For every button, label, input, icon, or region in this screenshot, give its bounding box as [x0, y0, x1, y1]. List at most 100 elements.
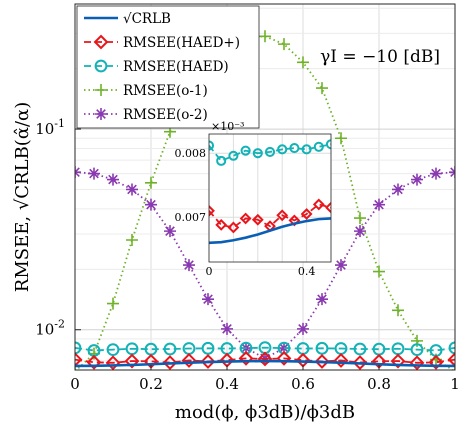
data-point-diamond: [215, 218, 228, 231]
data-point-circle: [410, 343, 424, 357]
series-line: [75, 346, 455, 352]
data-point-circle: [301, 144, 312, 155]
data-point-circle: [163, 342, 177, 356]
data-point-diamond: [312, 198, 325, 211]
data-point-asterisk: [430, 167, 442, 180]
data-point-plus: [392, 304, 404, 317]
y-tick-label: 10-1: [35, 117, 65, 138]
data-point-asterisk: [164, 225, 176, 238]
data-point-asterisk: [411, 173, 423, 186]
data-point-circle: [106, 343, 120, 357]
data-point-diamond: [239, 212, 252, 225]
data-point-diamond: [227, 221, 240, 234]
data-point-asterisk: [335, 259, 347, 272]
data-point-plus: [278, 38, 290, 51]
data-point-asterisk: [95, 108, 107, 120]
data-point-circle: [277, 144, 288, 155]
series-line: [209, 217, 331, 245]
data-point-asterisk: [297, 322, 309, 335]
x-axis-label: mod(ϕ, ϕ3dB)/ϕ3dB: [175, 402, 355, 423]
data-point-diamond: [251, 213, 264, 226]
data-point-diamond: [75, 352, 83, 367]
legend-box: [76, 5, 260, 129]
x-tick-label: 0.2: [139, 375, 163, 393]
data-point-diamond: [352, 355, 368, 370]
data-point-asterisk: [221, 322, 233, 335]
data-point-plus: [107, 297, 119, 310]
x-tick-label: 0.4: [215, 375, 239, 393]
data-point-asterisk: [88, 167, 100, 180]
data-point-asterisk: [316, 293, 328, 306]
data-point-diamond: [86, 354, 102, 370]
x-tick-label: 0.6: [291, 375, 315, 393]
series-√CRLB: [209, 217, 331, 245]
data-point-circle: [201, 341, 215, 355]
data-point-plus: [373, 265, 385, 278]
data-point-diamond: [300, 208, 313, 220]
legend-label: RMSEE(o-1): [123, 83, 208, 99]
data-point-asterisk: [354, 225, 366, 238]
data-point-asterisk: [202, 293, 214, 306]
data-point-circle: [289, 143, 300, 154]
x-tick-label: 0.8: [367, 375, 391, 393]
data-point-circle: [252, 148, 263, 159]
data-point-diamond: [181, 353, 197, 368]
data-point-plus: [126, 234, 138, 247]
legend-label: √CRLB: [123, 11, 171, 27]
data-point-asterisk: [145, 198, 157, 211]
legend: √CRLB RMSEE(HAED+) RMSEE(HAED) RMSEE(o-1) RM…: [76, 5, 260, 129]
series-RMSEE(HAED): [209, 139, 331, 166]
data-point-circle: [240, 145, 251, 156]
data-point-diamond: [276, 350, 292, 366]
data-point-diamond: [105, 355, 121, 370]
data-point-circle: [94, 59, 108, 73]
data-point-diamond: [124, 353, 140, 369]
data-point-diamond: [333, 353, 349, 368]
axes-box: [74, 3, 456, 371]
legend-label: RMSEE(o-2): [123, 107, 208, 123]
legend-item: RMSEE(o-2): [84, 107, 208, 123]
annotation-gamma: γI = −10 [dB]: [320, 47, 440, 67]
data-point-diamond: [409, 355, 425, 370]
data-point-circle: [325, 139, 331, 150]
legend-item: RMSEE(HAED): [84, 59, 229, 75]
data-point-diamond: [276, 209, 289, 222]
inset-y-tick-label: 0.008: [175, 147, 207, 160]
data-point-asterisk: [183, 259, 195, 272]
legend-item: √CRLB: [84, 11, 171, 27]
inset: 0.007 0.008 0 0.4 ×10⁻³: [175, 120, 332, 278]
series-line: [75, 357, 455, 364]
data-point-plus: [354, 212, 366, 225]
x-tick-label: 1: [450, 375, 460, 393]
data-point-diamond: [209, 204, 215, 217]
data-point-plus: [145, 176, 157, 189]
data-point-diamond: [447, 352, 455, 367]
data-point-plus: [316, 82, 328, 95]
y-axis-label: RMSEE, √CRLB(α̂/α): [12, 102, 33, 292]
data-point-diamond: [162, 355, 178, 370]
data-point-diamond: [390, 353, 406, 369]
data-point-diamond: [428, 354, 444, 370]
data-point-circle: [75, 341, 82, 355]
data-point-diamond: [238, 350, 254, 366]
data-point-circle: [448, 341, 455, 355]
inset-x-tick-label: 0: [206, 265, 213, 278]
data-point-circle: [315, 341, 329, 355]
legend-item: RMSEE(HAED+): [84, 34, 240, 51]
data-point-diamond: [200, 354, 216, 369]
data-point-diamond: [93, 34, 109, 50]
data-point-circle: [264, 146, 276, 157]
data-point-plus: [335, 132, 347, 145]
inset-exponent-label: ×10⁻³: [211, 120, 244, 133]
x-tick-label: 0: [70, 375, 80, 393]
series-line: [75, 359, 455, 368]
data-point-plus: [297, 56, 309, 69]
series-√CRLB: [75, 359, 455, 368]
inset-y-tick-label: 0.007: [175, 211, 207, 224]
legend-label: RMSEE(HAED+): [123, 35, 240, 51]
data-point-asterisk: [107, 173, 119, 186]
data-point-circle: [353, 342, 367, 356]
data-point-circle: [216, 155, 227, 166]
data-point-diamond: [257, 351, 273, 367]
